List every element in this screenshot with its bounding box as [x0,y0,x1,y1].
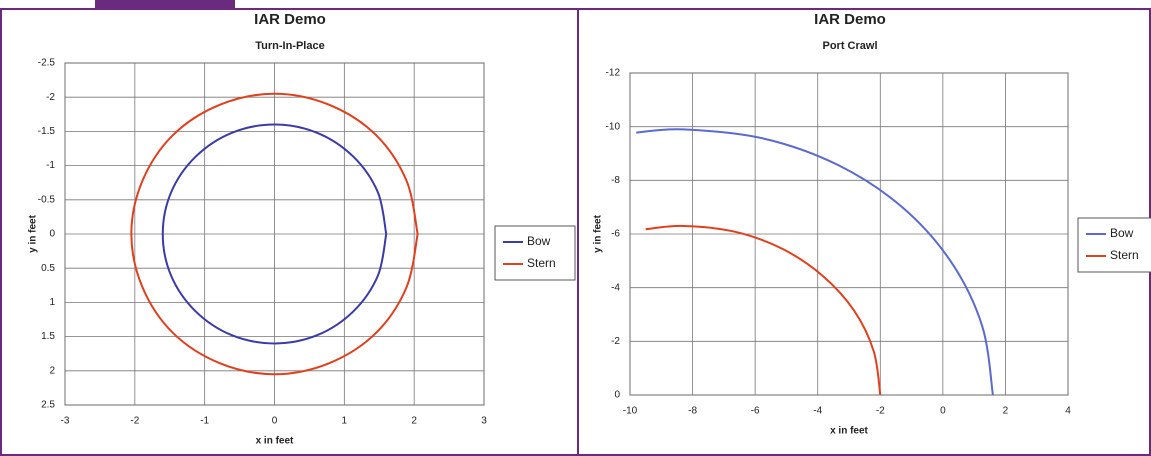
y-tick-label: 0 [49,229,55,240]
y-tick-label: 1.5 [41,331,55,342]
x-tick-label: 2 [411,416,417,427]
x-tick-label: -10 [623,406,638,417]
y-tick-label: -2.5 [38,58,56,69]
chart-title: IAR Demo [254,11,326,28]
x-tick-label: -4 [813,406,822,417]
x-tick-label: 2 [1003,406,1009,417]
x-axis-label: x in feet [830,426,868,437]
y-tick-label: 0.5 [41,263,55,274]
chart-title: IAR Demo [814,11,886,28]
x-tick-label: -1 [200,416,209,427]
x-tick-label: -2 [876,406,885,417]
y-tick-label: -1.5 [38,126,56,137]
x-tick-label: 0 [940,406,946,417]
x-tick-label: -6 [751,406,760,417]
y-tick-label: 2.5 [41,400,55,411]
y-tick-label: -0.5 [38,194,56,205]
screenshot: IAR DemoTurn-In-Place-3-2-10123-2.5-2-1.… [0,0,1151,456]
y-tick-label: -4 [611,282,620,293]
chart-subtitle: Port Crawl [822,40,877,52]
y-tick-label: 0 [614,390,620,401]
x-tick-label: -2 [130,416,139,427]
y-tick-label: -10 [606,121,621,132]
legend-label: Bow [527,234,551,248]
x-axis-label: x in feet [256,436,294,447]
tab [95,0,235,9]
legend-label: Stern [1110,248,1139,262]
chart-subtitle: Turn-In-Place [255,40,324,52]
x-tick-label: 1 [342,416,348,427]
x-tick-label: 3 [481,416,487,427]
x-tick-label: 4 [1065,406,1071,417]
y-tick-label: 1 [49,297,55,308]
x-tick-label: -8 [688,406,697,417]
y-axis-label: y in feet [28,214,39,252]
y-tick-label: 2 [49,365,55,376]
legend-label: Bow [1110,226,1134,240]
x-tick-label: -3 [61,416,70,427]
x-tick-label: 0 [272,416,278,427]
legend-label: Stern [527,256,556,270]
y-tick-label: -12 [606,68,621,79]
y-tick-label: -8 [611,175,620,186]
y-tick-label: -2 [46,92,55,103]
y-tick-label: -6 [611,229,620,240]
y-axis-label: y in feet [593,214,604,252]
y-tick-label: -2 [611,336,620,347]
y-tick-label: -1 [46,160,55,171]
